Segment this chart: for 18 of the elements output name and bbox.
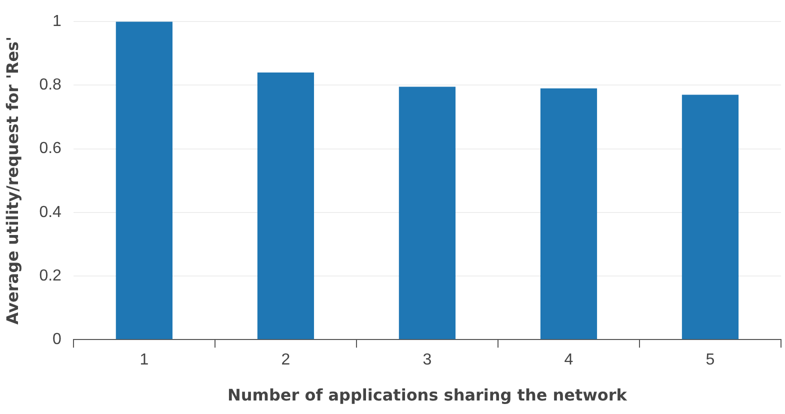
- y-tick-label: 0.6: [39, 140, 62, 158]
- bar: [682, 94, 739, 340]
- y-tick-label: 0.2: [39, 267, 62, 284]
- bar: [116, 22, 172, 340]
- y-tick-label: 1: [52, 13, 62, 30]
- y-axis-title: Average utility/request for 'Res': [2, 36, 22, 325]
- y-tick-label: 0: [52, 331, 62, 348]
- x-axis-title: Number of applications sharing the network: [227, 386, 628, 405]
- y-tick-label: 0.4: [39, 204, 62, 221]
- bar: [257, 72, 314, 340]
- x-tick-label: 1: [140, 352, 149, 369]
- x-tick-label: 2: [281, 352, 290, 369]
- x-tick-label: 4: [564, 352, 574, 369]
- bar: [540, 88, 598, 340]
- bar: [398, 86, 456, 340]
- x-tick-label: 5: [706, 352, 715, 369]
- y-tick-label: 0.8: [39, 76, 62, 94]
- x-tick-label: 3: [422, 352, 432, 369]
